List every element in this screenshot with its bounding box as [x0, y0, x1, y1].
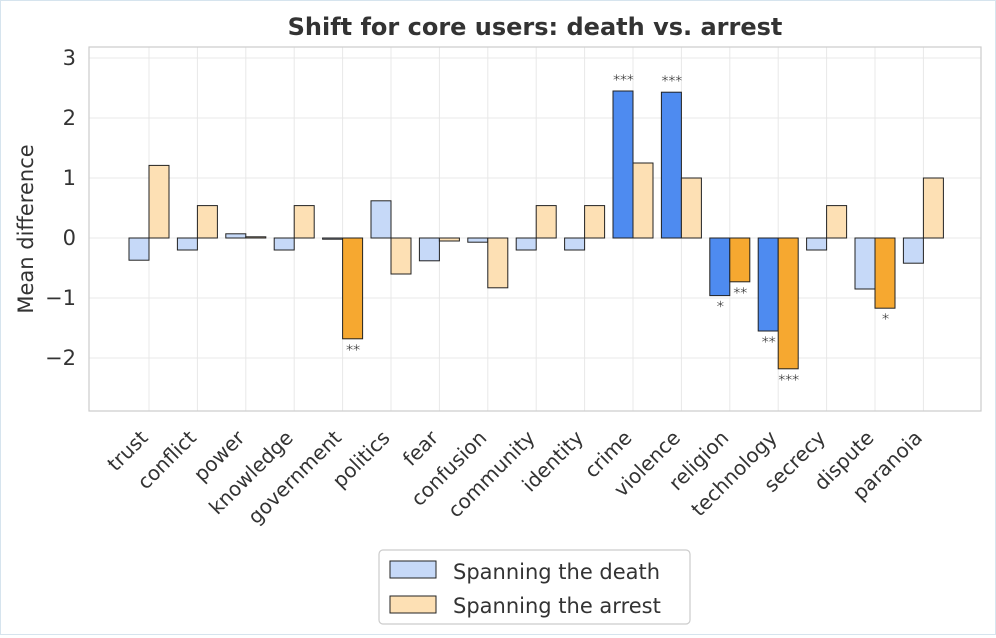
bar-arrest	[438, 237, 460, 242]
significance-marker: **	[761, 333, 776, 351]
legend-label-arrest: Spanning the arrest	[453, 594, 661, 618]
y-tick-label: 2	[63, 106, 76, 130]
bar-arrest	[584, 205, 606, 239]
bar-death	[176, 237, 198, 251]
chart-title: Shift for core users: death vs. arrest	[288, 13, 783, 41]
bar-death	[370, 200, 392, 239]
y-tick-label: 1	[63, 166, 76, 190]
bar-death	[273, 237, 295, 251]
bar-arrest	[777, 237, 799, 370]
legend-box	[378, 549, 691, 625]
grid-layer	[89, 47, 981, 411]
bar-death	[564, 237, 586, 251]
y-tick-label: −1	[45, 286, 76, 310]
bar-layer	[128, 90, 944, 370]
bar-death	[225, 233, 247, 239]
bar-death	[467, 237, 489, 243]
bar-arrest	[293, 205, 315, 239]
bar-death	[660, 91, 682, 239]
bar-arrest	[342, 237, 364, 340]
bar-arrest	[729, 237, 751, 283]
x-tick-labels: trustconflictpowerknowledgegovernmentpol…	[102, 425, 927, 529]
bar-death	[322, 237, 344, 240]
bar-death	[418, 237, 440, 262]
y-tick-labels: 3 2 1 0 −1 −2	[45, 46, 76, 370]
bar-arrest	[922, 177, 944, 239]
bar-death	[806, 237, 828, 251]
y-tick-label: −2	[45, 346, 76, 370]
significance-marker: ***	[778, 371, 800, 389]
bar-arrest	[680, 177, 702, 239]
plot-area	[88, 46, 982, 412]
bar-arrest	[874, 237, 896, 309]
bar-death	[515, 237, 537, 251]
bar-death	[854, 237, 876, 290]
bar-death	[612, 90, 634, 239]
bar-arrest	[632, 162, 654, 239]
bar-death	[902, 237, 924, 264]
bar-arrest	[245, 236, 267, 239]
y-tick-label: 3	[63, 46, 76, 70]
significance-marker: *	[882, 310, 890, 328]
significance-marker: **	[733, 284, 748, 302]
bar-arrest	[535, 205, 557, 239]
legend: Spanning the death Spanning the arrest	[378, 549, 691, 625]
y-axis-label: Mean difference	[14, 144, 38, 313]
bar-arrest	[390, 237, 412, 275]
bar-death	[757, 237, 779, 332]
legend-swatch-death	[389, 560, 437, 579]
bar-arrest	[826, 205, 848, 239]
significance-marker: ***	[613, 71, 635, 89]
y-tick-label: 0	[63, 226, 76, 250]
significance-layer: *** **************	[345, 71, 890, 389]
significance-marker: ***	[661, 72, 683, 90]
legend-swatch-arrest	[389, 595, 437, 614]
bar-arrest	[196, 205, 218, 239]
bar-arrest	[148, 164, 170, 239]
bar-death	[709, 237, 731, 297]
legend-label-death: Spanning the death	[453, 560, 660, 584]
significance-marker: *	[716, 298, 724, 316]
bar-arrest	[487, 237, 509, 289]
bar-death	[128, 237, 150, 261]
significance-marker: **	[346, 341, 361, 359]
